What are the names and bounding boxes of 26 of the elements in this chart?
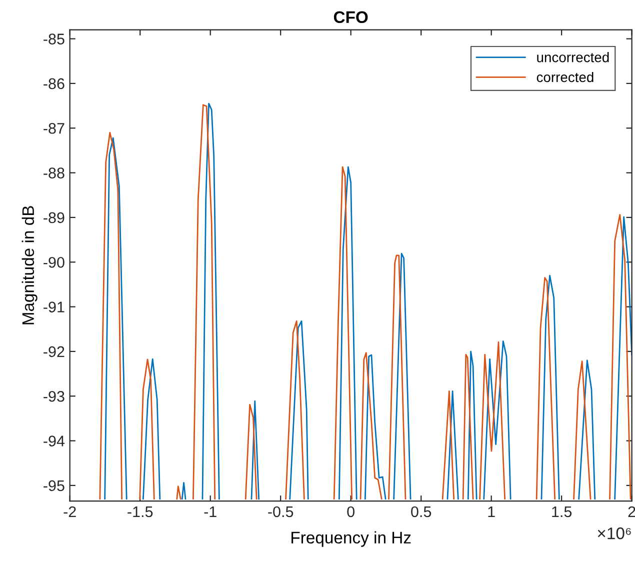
x-tick-label: -0.5 [268, 506, 294, 518]
y-tick-label: -95 [44, 480, 64, 492]
y-tick-label: -87 [44, 122, 64, 134]
x-axis-title: Frequency in Hz [292, 531, 411, 547]
y-tick-label: -90 [44, 256, 64, 268]
x-tick-label: 0 [347, 506, 354, 518]
legend-label: corrected [536, 72, 594, 82]
y-tick-label: -93 [44, 390, 64, 402]
y-tick-label: -94 [44, 436, 65, 446]
text: ×10⁶ [598, 527, 631, 540]
y-tick-label: -92 [44, 346, 64, 358]
y-tick-label: -91 [44, 302, 64, 312]
y-tick-label: -88 [44, 168, 64, 178]
y-tick-label: -89 [44, 212, 64, 224]
chart-title: CFO [334, 11, 368, 24]
x-tick-label: -2 [64, 506, 76, 518]
x-tick-label: -1 [204, 506, 216, 518]
x-tick-label: 1 [488, 506, 495, 518]
x-tick-label: -1.5 [128, 506, 153, 518]
y-tick-label: -85 [44, 34, 64, 44]
x-tick-label: 0.5 [411, 506, 432, 518]
x-tick-label: 1.5 [552, 506, 572, 518]
y-axis-title: Magnitude in dB [22, 206, 38, 324]
x-tick-label: 2 [628, 506, 635, 518]
y-tick-label: -86 [44, 78, 64, 90]
legend-label: uncorrected [537, 52, 609, 62]
